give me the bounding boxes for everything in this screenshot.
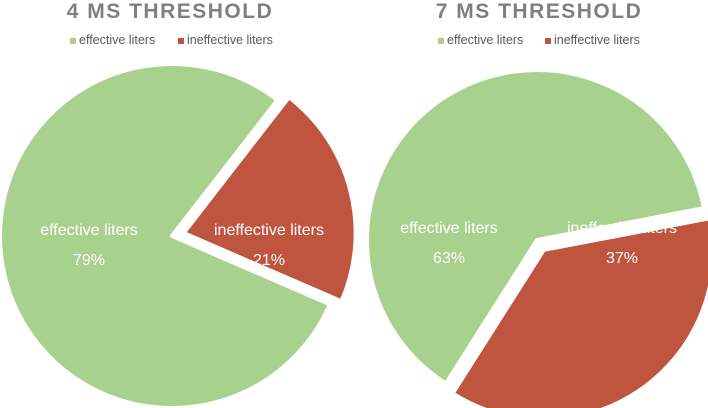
legend-label: ineffective liters — [187, 33, 273, 47]
slice-category-label: effective liters — [40, 222, 138, 239]
legend-swatch — [70, 38, 76, 44]
legend-item: effective liters — [70, 33, 155, 47]
slice-category-label: ineffective liters — [567, 220, 677, 237]
legend-label: effective liters — [79, 33, 155, 47]
legend-label: effective liters — [447, 33, 523, 47]
slice-category-label: effective liters — [400, 220, 498, 237]
pie-slice-effective — [365, 68, 706, 386]
legend-item: effective liters — [438, 33, 523, 47]
pie-slice-ineffective — [181, 95, 358, 304]
slice-value-label: 21% — [253, 252, 285, 269]
slice-value-label: 37% — [606, 250, 638, 267]
pie-slice-effective — [0, 62, 332, 408]
slice-category-label: ineffective liters — [214, 222, 324, 239]
legend-label: ineffective liters — [554, 33, 640, 47]
legend-swatch — [438, 38, 444, 44]
slice-value-label: 79% — [73, 252, 105, 269]
pie-slice-ineffective — [450, 216, 708, 408]
legend-swatch — [178, 38, 184, 44]
chart-title: 7 MS THRESHOLD — [436, 0, 643, 23]
legend-item: ineffective liters — [545, 33, 640, 47]
pie-chart-2: 7 MS THRESHOLD effective liters ineffectiv… — [365, 0, 708, 408]
chart-title: 4 MS THRESHOLD — [67, 0, 274, 23]
legend: effective liters ineffective liters — [438, 33, 640, 47]
pie-chart-1: 4 MS THRESHOLD effective liters ineffectiv… — [0, 0, 358, 408]
legend-item: ineffective liters — [178, 33, 273, 47]
legend-swatch — [545, 38, 551, 44]
legend: effective liters ineffective liters — [70, 33, 273, 47]
slice-value-label: 63% — [433, 250, 465, 267]
